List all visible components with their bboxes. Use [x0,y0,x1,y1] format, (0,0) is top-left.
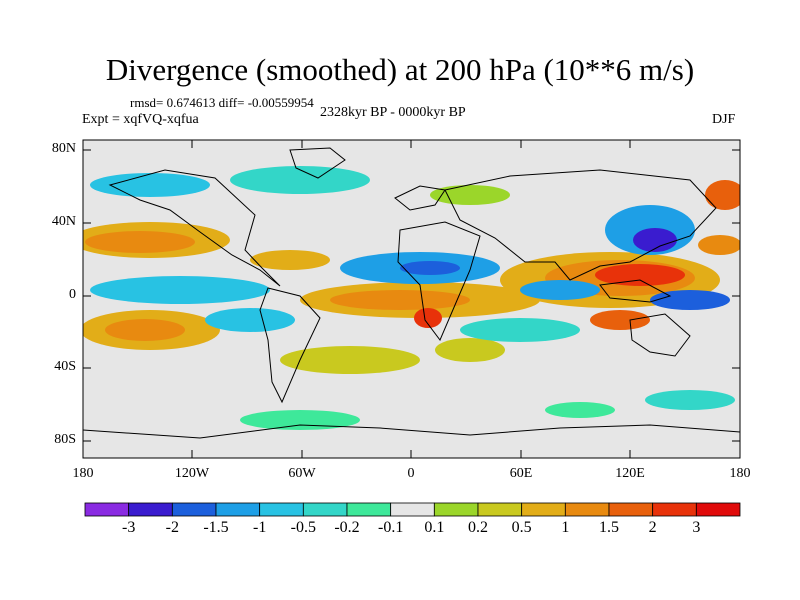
lat-label-40s: 40S [54,359,76,374]
lat-label-80s: 80S [54,432,76,447]
rmsd-diff-stats: rmsd= 0.674613 diff= -0.00559954 [130,95,314,110]
experiment-label: Expt = xqfVQ-xqfua [82,112,199,127]
colorbar-tick-label: 0.1 [424,519,445,536]
colorbar-swatch [433,502,479,517]
lat-label-40n: 40N [51,214,76,229]
season-label: DJF [712,112,736,127]
colorbar-swatch [171,502,217,517]
colorbar-swatch [302,502,348,517]
lat-label-0: 0 [69,287,76,302]
colorbar-tick-label: -3 [121,519,136,536]
colorbar [84,502,741,517]
axis-ticks [82,140,741,458]
lat-label-80n: 80N [51,141,76,156]
colorbar-tick-label: -1 [252,519,267,536]
colorbar-swatch [259,502,304,517]
lon-label-120w: 120W [174,466,210,481]
divergence-field [83,166,740,430]
colorbar-tick-label: 1.5 [599,519,619,536]
colorbar-swatch [128,502,173,517]
colorbar-tick-label: 0.2 [468,519,488,536]
colorbar-tick-label: -1.5 [203,519,229,536]
colorbar-tick-label: -0.1 [377,519,404,536]
colorbar-tick-label: 0.5 [511,519,532,536]
colorbar-tick-label: -0.5 [290,519,316,536]
colorbar-swatch [521,502,566,517]
colorbar-swatch [695,502,741,517]
lon-label-60w: 60W [288,466,316,481]
colorbar-swatch [652,502,697,517]
lon-label-120e: 120E [615,466,645,481]
period-label: 2328kyr BP - 0000kyr BP [320,105,466,120]
colorbar-swatch [215,502,261,517]
colorbar-swatch [608,502,654,517]
figure-title: Divergence (smoothed) at 200 hPa (10**6 … [105,52,695,87]
colorbar-swatch [564,502,610,517]
lon-label-180e: 180 [729,466,751,481]
colorbar-swatch [477,502,523,517]
colorbar-tick-label: 1 [561,519,570,536]
coastlines [83,147,740,439]
colorbar-tick-label: -0.2 [334,519,360,536]
colorbar-swatch [84,502,130,517]
lon-label-180w: 180 [72,466,94,481]
colorbar-tick-label: 3 [692,519,701,536]
lon-label-60e: 60E [509,466,533,481]
colorbar-tick-label: -2 [165,519,179,536]
lon-label-0: 0 [407,466,415,481]
colorbar-swatch [390,502,435,517]
colorbar-tick-label: 2 [648,519,657,536]
colorbar-swatch [346,502,392,517]
